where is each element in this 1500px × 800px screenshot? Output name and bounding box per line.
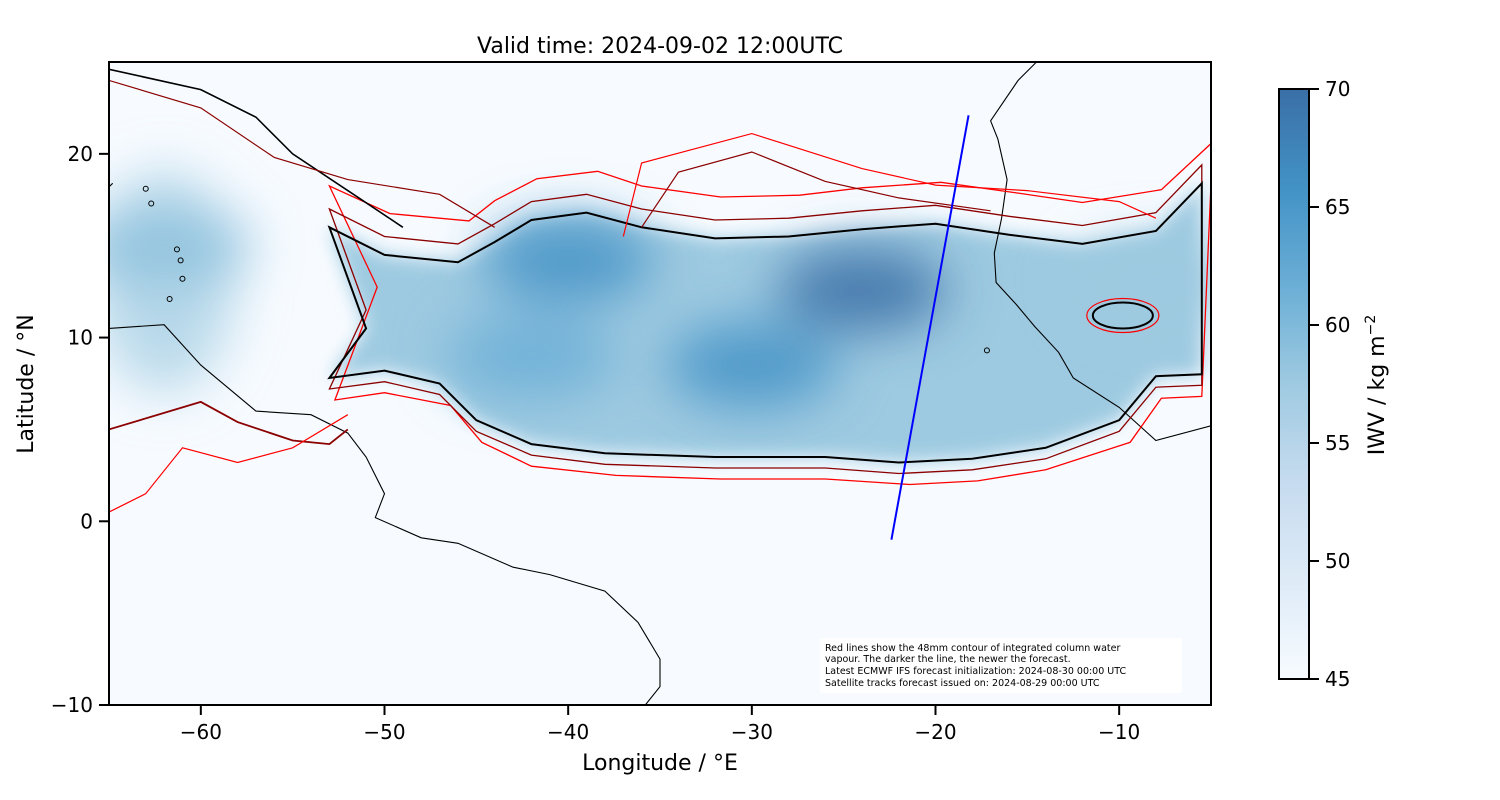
y-tick-label: −10 xyxy=(51,693,93,717)
colorbar-tick-label: 60 xyxy=(1325,313,1350,337)
island xyxy=(177,257,184,264)
chart-title: Valid time: 2024-09-02 12:00UTC xyxy=(477,34,843,59)
x-tick-label: −50 xyxy=(363,720,405,744)
annotation-line-2: vapour. The darker the line, the newer t… xyxy=(825,654,1071,665)
coastline xyxy=(989,62,1211,442)
x-tick-label: −30 xyxy=(731,720,773,744)
colorbar-ticks: 45 50 55 60 65 70 xyxy=(1309,77,1350,691)
plot-frame xyxy=(108,61,1212,706)
iwv-contour-northwest xyxy=(109,79,496,228)
coastline xyxy=(109,324,661,705)
iwv-contour-southwest xyxy=(109,400,349,446)
x-tick-label: −20 xyxy=(914,720,956,744)
colorbar-tick-label: 45 xyxy=(1325,667,1350,691)
x-tick-label: −40 xyxy=(547,720,589,744)
colorbar-label-exponent: −2 xyxy=(1363,315,1379,336)
annotation-box: Red lines show the 48mm contour of integ… xyxy=(820,638,1182,693)
island xyxy=(142,185,149,192)
iwv-west-region xyxy=(109,172,235,393)
iwv-maximum xyxy=(777,247,948,332)
annotation-background xyxy=(820,638,1182,693)
y-tick-label: 10 xyxy=(68,326,93,350)
island xyxy=(983,347,990,354)
annotation-line-4: Satellite tracks forecast issued on: 202… xyxy=(825,678,1100,689)
colorbar-tick-label: 50 xyxy=(1325,549,1350,573)
iwv-field xyxy=(109,172,1211,463)
map-panel xyxy=(108,61,1212,706)
iwv-contour-southwest xyxy=(109,414,349,513)
colorbar-tick-label: 70 xyxy=(1325,77,1350,101)
iwv-contour xyxy=(327,180,1203,464)
colorbar-tick-label: 55 xyxy=(1325,431,1350,455)
island xyxy=(148,200,155,207)
colorbar-gradient xyxy=(1278,88,1310,680)
x-tick-label: −60 xyxy=(180,720,222,744)
annotation-line-1: Red lines show the 48mm contour of integ… xyxy=(825,643,1120,654)
y-tick-label: 0 xyxy=(80,509,93,533)
satellite-track xyxy=(890,115,970,540)
y-tick-label: 20 xyxy=(68,142,93,166)
iwv-contour xyxy=(328,142,1211,486)
iwv-contour-older xyxy=(641,151,991,228)
island xyxy=(179,275,186,282)
y-axis-label: Latitude / °N xyxy=(14,314,39,453)
iwv-maxima-layer xyxy=(109,172,1211,408)
colorbar-label-text: IWV / kg m xyxy=(1365,335,1390,455)
iwv-maximum xyxy=(483,218,654,303)
iwv-maximum xyxy=(666,323,837,408)
iwv-contour-northwest xyxy=(109,68,404,228)
iwv-contour-older xyxy=(622,132,1157,237)
annotation-line-3: Latest ECMWF IFS forecast initialization… xyxy=(825,666,1126,677)
colorbar-label: IWV / kg m−2 xyxy=(1363,315,1390,455)
x-axis-label: Longitude / °E xyxy=(582,751,738,776)
colorbar-tick-label: 65 xyxy=(1325,195,1350,219)
coastlines xyxy=(109,62,1211,705)
x-axis: −60 −50 −40 −30 −20 −10 xyxy=(180,705,1140,744)
iwv-contour-island xyxy=(1091,301,1154,330)
iwv-maximum xyxy=(1070,240,1211,325)
iwv-maximum xyxy=(446,313,617,398)
island xyxy=(166,295,173,302)
colorbar: 45 50 55 60 65 70 IWV / kg m−2 xyxy=(1278,77,1390,691)
x-tick-label: −10 xyxy=(1098,720,1140,744)
iwv-contour xyxy=(328,163,1203,475)
iwv-contour-island xyxy=(1086,297,1160,334)
iwv-48mm-contours xyxy=(109,68,1211,513)
island xyxy=(173,246,180,253)
y-axis: −10 0 10 20 xyxy=(51,142,109,717)
